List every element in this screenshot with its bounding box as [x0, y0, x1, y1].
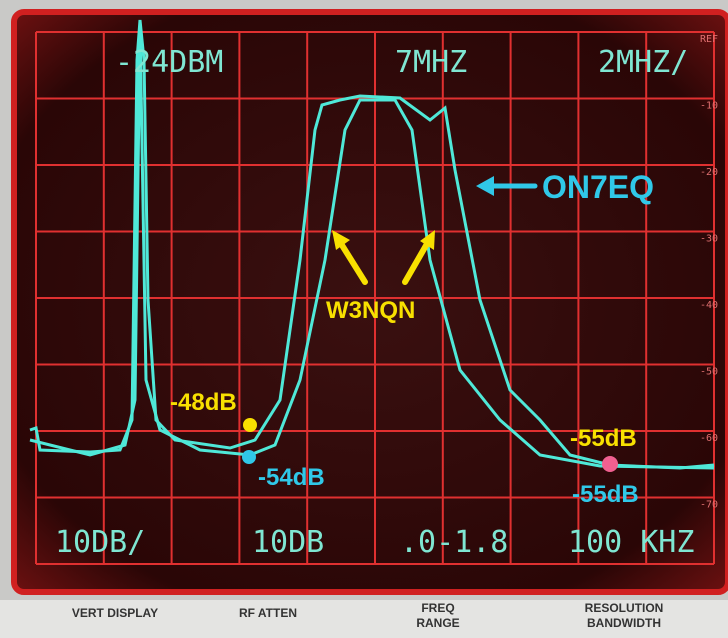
label-marker: -48dB: [170, 389, 237, 416]
readout-span: 2MHZ/: [598, 45, 688, 80]
arrow: [402, 239, 431, 285]
right-scale: REF -10 -20 -30 -40 -50 -60 -70: [700, 34, 718, 511]
readout-ref-level: -24DBM: [115, 45, 223, 80]
arrow-head: [332, 230, 350, 250]
marker: [242, 450, 256, 464]
scale-label: REF: [700, 34, 718, 45]
readout-rf-atten: 10DB: [252, 525, 324, 560]
scale-label: -70: [700, 500, 718, 511]
readout-resolution-bw: 100 KHZ: [568, 525, 694, 560]
panel-label: RF ATTEN: [239, 606, 297, 620]
arrow-head: [476, 176, 494, 196]
panel-label: RESOLUTION: [585, 601, 664, 615]
marker: [243, 418, 257, 432]
label-w3nqn: W3NQN: [326, 297, 415, 324]
scale-label: -10: [700, 101, 718, 112]
label-on7eq: ON7EQ: [542, 169, 654, 205]
panel-label: BANDWIDTH: [587, 616, 661, 630]
traces: [29, 19, 715, 470]
readout-freq-range: .0-1.8: [400, 525, 508, 560]
scale-label: -50: [700, 367, 718, 378]
label-marker: -55dB: [570, 425, 637, 452]
scale-label: -20: [700, 167, 718, 178]
arrow: [337, 239, 368, 285]
trace-w3nqn: [29, 24, 715, 470]
label-marker: -55dB: [572, 481, 639, 508]
panel-label: FREQ: [421, 601, 454, 615]
arrow-head: [420, 230, 435, 250]
label-marker: -54dB: [258, 464, 325, 491]
scale-label: -30: [700, 234, 718, 245]
panel-label: RANGE: [416, 616, 459, 630]
scale-label: -40: [700, 300, 718, 311]
panel-label: VERT DISPLAY: [72, 606, 158, 620]
readout-center-freq: 7MHZ: [395, 45, 467, 80]
scale-label: -60: [700, 433, 718, 444]
graticule: [35, 31, 715, 565]
marker: [602, 456, 618, 472]
annotation-arrows: [332, 176, 538, 285]
readout-vert-display: 10DB/: [55, 525, 145, 560]
